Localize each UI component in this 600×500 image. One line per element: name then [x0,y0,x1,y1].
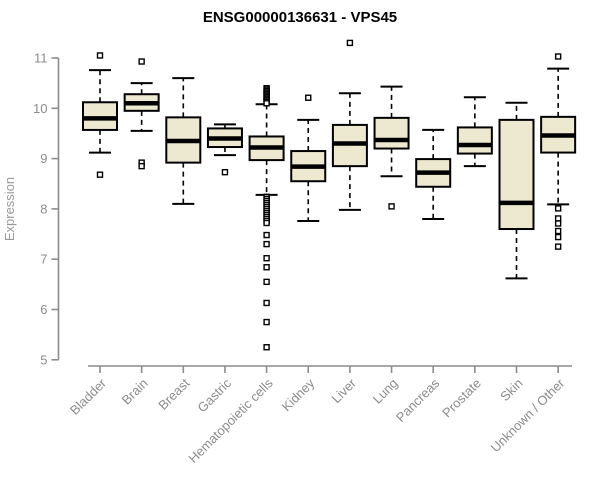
outlier-point [346,39,354,47]
boxplot-hematopoietic-cells [248,84,285,351]
iqr-box [456,126,493,155]
x-tick-label: Skin [497,376,525,404]
y-tick-label: 9 [40,151,47,166]
boxplot-pancreas [415,128,452,220]
outlier-point [263,231,270,239]
x-tick-label: Lung [370,376,401,407]
outlier-point [263,219,270,227]
outlier-point [554,53,562,60]
y-axis-title: Expression [2,177,17,241]
x-tick-label: Brain [119,376,151,408]
outlier-point [138,162,145,170]
outlier-point [263,344,270,351]
y-tick-label: 6 [40,302,47,317]
y-tick-label: 7 [40,252,47,267]
outlier-point [263,254,270,262]
x-tick-label: Bladder [67,375,110,418]
boxplot-skin [498,101,535,280]
outlier-point [388,203,395,210]
iqr-box [498,118,535,231]
y-tick-label: 10 [33,101,47,116]
x-tick-label: Prostate [439,376,484,421]
boxplot-unknown-other [540,53,577,250]
y-tick-label: 11 [34,51,48,66]
x-tick-label: Unknown / Other [488,375,568,455]
x-tick-label: Liver [328,375,359,406]
boxes [82,39,577,351]
outlier-point [554,227,562,235]
outlier-point [263,299,270,307]
outlier-point [263,100,270,107]
outlier-point [263,318,270,326]
boxplot-lung [373,85,410,210]
outlier-point [263,264,270,271]
x-tick-label: Pancreas [393,375,443,425]
boxplot-bladder [82,52,118,178]
boxplot-brain [123,58,160,170]
boxplot-liver [331,39,368,211]
boxplot-gastric [206,123,243,176]
outlier-point [554,233,562,241]
outlier-point [554,220,562,227]
iqr-box [82,101,118,131]
outlier-point [305,94,312,101]
x-tick-label: Gastric [194,375,234,415]
outlier-point [96,171,104,178]
outlier-point [554,215,562,222]
boxplot-breast [165,77,202,205]
outlier-point [263,240,270,248]
outlier-point [554,243,562,250]
boxplot-prostate [456,96,493,168]
outlier-point [138,58,145,65]
outlier-point [263,278,270,286]
y-tick-label: 8 [40,201,47,216]
x-tick-label: Kidney [279,375,318,414]
iqr-box [373,116,410,150]
x-tick-label: Breast [155,375,192,412]
y-tick-label: 5 [40,352,47,367]
outlier-point [221,168,229,176]
boxplot-kidney [290,94,327,222]
outlier-point [96,52,104,59]
chart-title: ENSG00000136631 - VPS45 [203,9,397,26]
outlier-point [554,205,562,212]
